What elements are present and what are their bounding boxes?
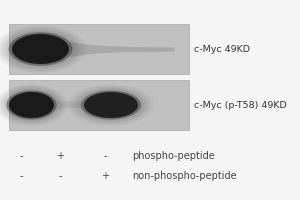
Text: -: -: [19, 151, 23, 161]
Text: -: -: [103, 151, 107, 161]
Ellipse shape: [77, 89, 145, 121]
Text: phospho-peptide: phospho-peptide: [132, 151, 215, 161]
FancyBboxPatch shape: [9, 24, 189, 74]
Text: +: +: [56, 151, 64, 161]
Text: non-phospho-peptide: non-phospho-peptide: [132, 171, 237, 181]
Ellipse shape: [9, 32, 72, 66]
Ellipse shape: [5, 30, 76, 68]
Ellipse shape: [9, 92, 54, 118]
Text: -: -: [19, 171, 23, 181]
Ellipse shape: [74, 87, 148, 123]
Ellipse shape: [6, 90, 57, 120]
Text: -: -: [58, 171, 62, 181]
Ellipse shape: [0, 27, 83, 71]
Text: c-Myc (p-T58) 49KD: c-Myc (p-T58) 49KD: [194, 100, 286, 110]
Text: c-Myc 49KD: c-Myc 49KD: [194, 45, 250, 53]
Ellipse shape: [4, 89, 59, 121]
Ellipse shape: [0, 86, 65, 124]
Text: +: +: [101, 171, 109, 181]
Ellipse shape: [84, 92, 138, 118]
FancyBboxPatch shape: [9, 80, 189, 130]
Ellipse shape: [2, 29, 79, 69]
Ellipse shape: [1, 87, 62, 123]
Ellipse shape: [81, 90, 141, 120]
Ellipse shape: [12, 34, 69, 64]
